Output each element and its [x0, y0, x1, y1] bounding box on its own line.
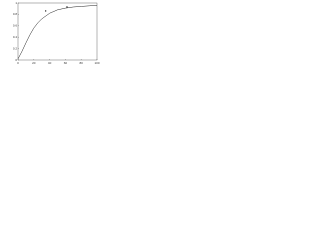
plot-frame: [17, 2, 98, 61]
x-tick-label: 100: [94, 61, 99, 65]
y-tick-label: 0: [15, 58, 17, 62]
page: {"chart_data": {"type": "line", "series"…: [0, 0, 100, 72]
x-tick-label: 60: [64, 61, 68, 65]
y-tick-label: 0.2: [13, 46, 18, 50]
x-tick-label: 0: [17, 61, 19, 65]
chart: 00.20.40.60.810 20 40 60 80 100: [13, 1, 100, 65]
x-tick-label: 80: [80, 61, 84, 65]
y-tick-label: 0.4: [13, 35, 18, 39]
x-tick-label: 40: [48, 61, 52, 65]
line: [17, 5, 98, 59]
y-tick-label: 0.8: [13, 12, 18, 16]
marker: [66, 6, 68, 8]
x-tick-label: 20: [32, 61, 36, 65]
y-tick-label: 1: [15, 1, 17, 5]
y-tick-label: 0.6: [13, 24, 18, 28]
marker: [44, 10, 47, 12]
